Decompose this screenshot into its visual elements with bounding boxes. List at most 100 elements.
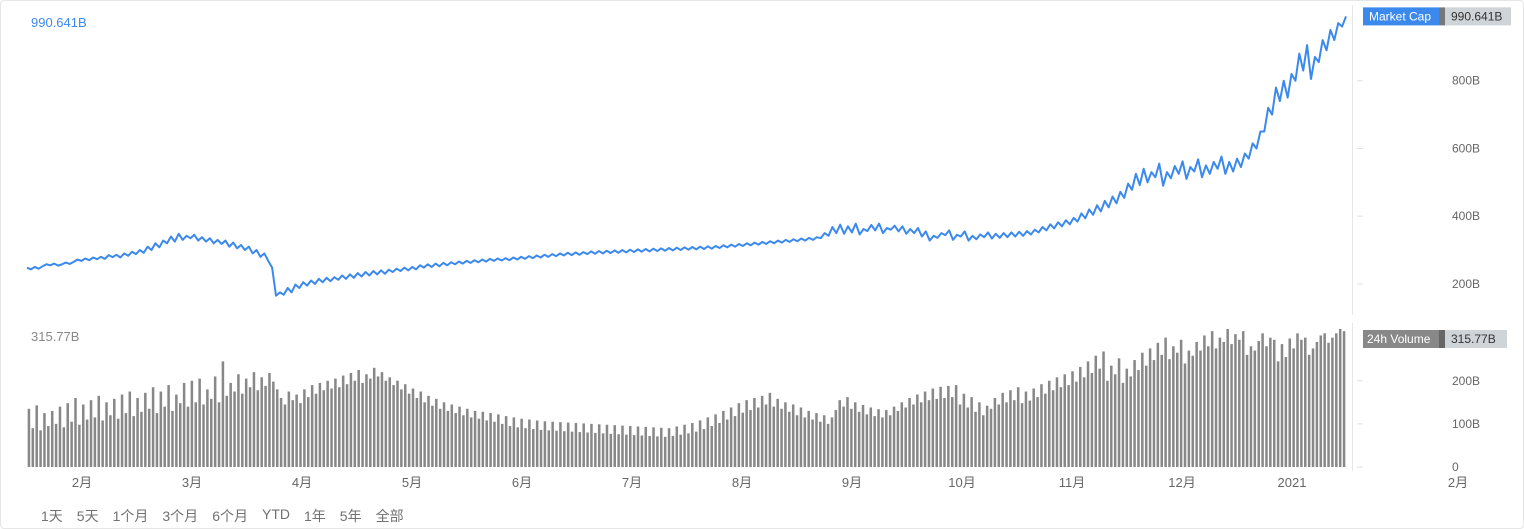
volume-bar (652, 427, 655, 467)
volume-bar (90, 400, 93, 467)
volume-bar (1071, 371, 1074, 467)
volume-bar (501, 424, 504, 467)
volume-bar (807, 411, 810, 467)
volume-bar (1044, 394, 1047, 467)
volume-bar (86, 420, 89, 467)
volume-bar (1141, 353, 1144, 467)
volume-bar (249, 387, 252, 467)
volume-bar (427, 396, 430, 467)
volume-svg (5, 323, 1352, 471)
volume-bar (916, 395, 919, 467)
volume-bar (1211, 331, 1214, 467)
volume-bar (982, 415, 985, 467)
volume-bar (1137, 370, 1140, 467)
marketcap-y-tick-label: 200B (1452, 277, 1480, 291)
volume-bar (540, 430, 543, 467)
range-button[interactable]: 1年 (304, 506, 326, 526)
volume-bar (1176, 353, 1179, 467)
volume-bar (419, 392, 422, 467)
volume-bar (1184, 364, 1187, 468)
volume-bar (780, 409, 783, 467)
volume-bar (408, 394, 411, 467)
volume-bar (253, 372, 256, 467)
volume-bar (466, 409, 469, 467)
volume-y-axis-svg: 0100B200B24h Volume315.77B (1357, 323, 1519, 471)
volume-bar (784, 402, 787, 467)
volume-bar (198, 379, 201, 467)
volume-bar (804, 417, 807, 467)
volume-bar (454, 413, 457, 467)
volume-bar (303, 389, 306, 467)
volume-bar (175, 395, 178, 467)
range-button[interactable]: 6个月 (212, 506, 248, 526)
volume-bar (163, 407, 166, 467)
volume-bar (1246, 355, 1249, 467)
volume-bar (404, 384, 407, 467)
volume-bar (342, 376, 345, 467)
volume-bar (718, 423, 721, 467)
volume-bar (835, 410, 838, 467)
volume-bar (660, 428, 663, 467)
volume-bar (1219, 338, 1222, 467)
volume-bar (1060, 387, 1063, 467)
volume-bar (749, 410, 752, 467)
volume-bar (1029, 401, 1032, 467)
volume-bar (672, 436, 675, 467)
volume-bar (679, 435, 682, 467)
volume-bar (117, 419, 120, 467)
volume-bar (1021, 403, 1024, 467)
volume-bar (129, 392, 132, 467)
volume-bar (637, 426, 640, 467)
marketcap-panel[interactable]: 990.641B (5, 5, 1353, 315)
volume-bar (28, 409, 31, 467)
range-button[interactable]: 5天 (77, 506, 99, 526)
volume-bar (218, 402, 221, 467)
volume-bar (284, 404, 287, 467)
volume-bar (873, 416, 876, 467)
volume-bar (513, 417, 516, 467)
volume-bar (1168, 359, 1171, 467)
range-button[interactable]: 全部 (376, 506, 404, 526)
volume-bar (299, 403, 302, 467)
volume-bar (98, 396, 101, 467)
marketcap-y-tick-label: 800B (1452, 74, 1480, 88)
volume-bar (319, 383, 322, 467)
volume-bar (1312, 348, 1315, 467)
volume-bar (714, 414, 717, 467)
range-button[interactable]: YTD (262, 506, 290, 526)
volume-bar (536, 420, 539, 467)
volume-panel[interactable]: 315.77B (5, 323, 1353, 471)
volume-bar (970, 397, 973, 467)
x-tick-label: 4月 (292, 475, 312, 490)
volume-bar (800, 407, 803, 467)
volume-bar (722, 411, 725, 467)
volume-bar (862, 405, 865, 467)
volume-bar (994, 398, 997, 467)
volume-bar (1320, 335, 1323, 467)
volume-bar (1063, 374, 1066, 467)
volume-bar (606, 425, 609, 467)
volume-bar (1296, 333, 1299, 467)
volume-bar (1292, 348, 1295, 467)
x-tick-label: 6月 (512, 475, 532, 490)
volume-bar (334, 379, 337, 467)
volume-bar (1273, 340, 1276, 467)
range-button[interactable]: 3个月 (162, 506, 198, 526)
volume-bar (307, 397, 310, 467)
volume-bar (579, 432, 582, 467)
volume-bar (559, 422, 562, 467)
volume-bar (866, 414, 869, 467)
volume-bar (563, 431, 566, 467)
range-button[interactable]: 1个月 (113, 506, 149, 526)
volume-bar (990, 409, 993, 467)
volume-bar (939, 387, 942, 467)
volume-bar (1102, 351, 1105, 467)
volume-bar (388, 377, 391, 467)
range-button[interactable]: 5年 (340, 506, 362, 526)
volume-bar (1265, 346, 1268, 467)
volume-bar (738, 403, 741, 467)
range-button[interactable]: 1天 (41, 506, 63, 526)
marketcap-line (27, 16, 1346, 295)
volume-bar (264, 386, 267, 467)
volume-bar (160, 392, 163, 467)
